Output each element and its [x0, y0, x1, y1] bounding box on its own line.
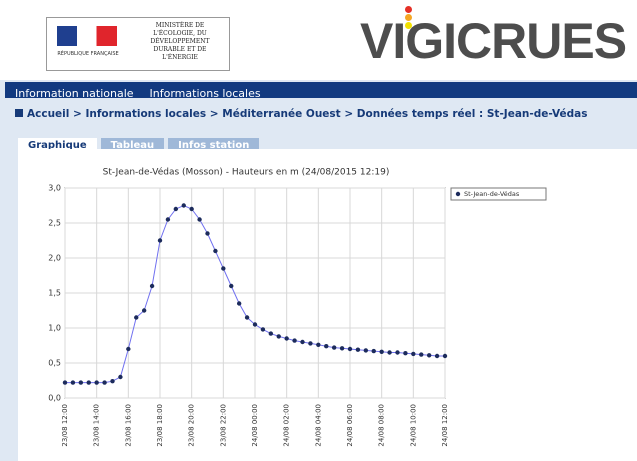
- point: [284, 336, 289, 341]
- point: [324, 344, 329, 349]
- ministry: MINISTÈRE DE L'ÉCOLOGIE, DU DÉVELOPPEMEN…: [150, 22, 210, 61]
- point: [189, 206, 194, 212]
- x-tick-label: 24/08 02:00: [283, 404, 291, 447]
- nav-item[interactable]: Information nationale: [15, 87, 134, 100]
- point: [197, 217, 202, 222]
- chart-title: St-Jean-de-Védas (Mosson) - Hauteurs en …: [103, 167, 390, 178]
- point: [118, 374, 123, 380]
- x-tick-label: 23/08 12:00: [61, 404, 69, 447]
- point: [229, 283, 234, 289]
- point: [86, 380, 91, 385]
- y-tick-label: 1,0: [48, 324, 61, 333]
- point: [126, 346, 131, 352]
- tabs: Graphique Tableau Infos station: [18, 133, 263, 154]
- point: [339, 346, 345, 351]
- x-tick-label: 23/08 20:00: [188, 404, 196, 447]
- light: [405, 22, 412, 29]
- point: [62, 380, 68, 385]
- x-tick-label: 23/08 22:00: [219, 404, 227, 447]
- x-tick-label: 24/08 04:00: [314, 404, 322, 447]
- x-tick-label: 23/08 14:00: [93, 404, 101, 447]
- x-tick-label: 24/08 06:00: [346, 404, 354, 447]
- point: [331, 345, 337, 350]
- x-tick-label: 24/08 10:00: [409, 404, 417, 447]
- flag: [57, 26, 117, 46]
- point: [94, 380, 99, 385]
- legend-marker: [455, 191, 461, 197]
- point: [157, 238, 163, 243]
- point: [78, 380, 84, 385]
- point: [213, 248, 218, 254]
- y-tick-label: 0,0: [48, 394, 61, 403]
- point: [149, 283, 155, 289]
- header: RÉPUBLIQUE FRANÇAISE MINISTÈRE DE L'ÉCOL…: [0, 0, 637, 80]
- brand: VIGICRUES: [360, 13, 627, 69]
- point: [244, 315, 250, 320]
- point: [134, 315, 139, 320]
- point: [363, 348, 369, 353]
- point: [252, 322, 258, 327]
- legend-box: [450, 187, 547, 201]
- point: [316, 342, 321, 347]
- x-tick-label: 23/08 18:00: [156, 404, 164, 447]
- point: [434, 353, 440, 359]
- light: [405, 6, 412, 13]
- point: [300, 339, 305, 345]
- point: [403, 351, 408, 356]
- point: [70, 380, 76, 385]
- point: [355, 347, 361, 352]
- point: [141, 308, 147, 313]
- point: [173, 206, 179, 212]
- point: [110, 379, 115, 384]
- y-tick-label: 3,0: [48, 184, 61, 193]
- y-tick-label: 2,5: [48, 219, 61, 228]
- point: [268, 331, 274, 336]
- point: [379, 349, 384, 354]
- point: [308, 341, 313, 346]
- point: [165, 217, 171, 222]
- nav-bar: Information nationale Informations locale…: [5, 82, 637, 100]
- point: [260, 327, 266, 332]
- x-tick-label: 23/08 16:00: [124, 404, 132, 447]
- point: [205, 231, 210, 236]
- point: [411, 351, 416, 357]
- x-tick-label: 24/08 00:00: [251, 404, 259, 447]
- light: [405, 14, 412, 21]
- point: [395, 350, 400, 355]
- point: [442, 353, 448, 359]
- point: [387, 350, 392, 355]
- republic: RÉPUBLIQUE FRANÇAISE: [57, 51, 119, 57]
- point: [426, 353, 432, 358]
- ministry-logo: RÉPUBLIQUE FRANÇAISE MINISTÈRE DE L'ÉCOL…: [46, 17, 230, 71]
- point: [292, 338, 297, 343]
- point: [181, 203, 186, 208]
- nav-item[interactable]: Informations locales: [149, 87, 261, 100]
- y-tick-label: 0,5: [48, 359, 61, 368]
- y-tick-label: 1,5: [48, 289, 61, 298]
- point: [419, 352, 424, 357]
- point: [102, 380, 107, 385]
- point: [371, 348, 376, 354]
- x-tick-label: 24/08 12:00: [441, 404, 449, 447]
- panel: St-Jean-de-Védas (Mosson) - Hauteurs en …: [18, 149, 637, 461]
- point: [347, 346, 353, 352]
- point: [221, 266, 226, 271]
- legend-label: St-Jean-de-Védas: [464, 190, 520, 198]
- breadcrumb[interactable]: Accueil > Informations locales > Méditer…: [15, 108, 588, 120]
- chart: St-Jean-de-Védas (Mosson) - Hauteurs en …: [48, 167, 547, 447]
- y-tick-label: 2,0: [48, 254, 61, 263]
- point: [276, 334, 281, 339]
- x-tick-label: 24/08 08:00: [378, 404, 386, 447]
- point: [236, 301, 242, 306]
